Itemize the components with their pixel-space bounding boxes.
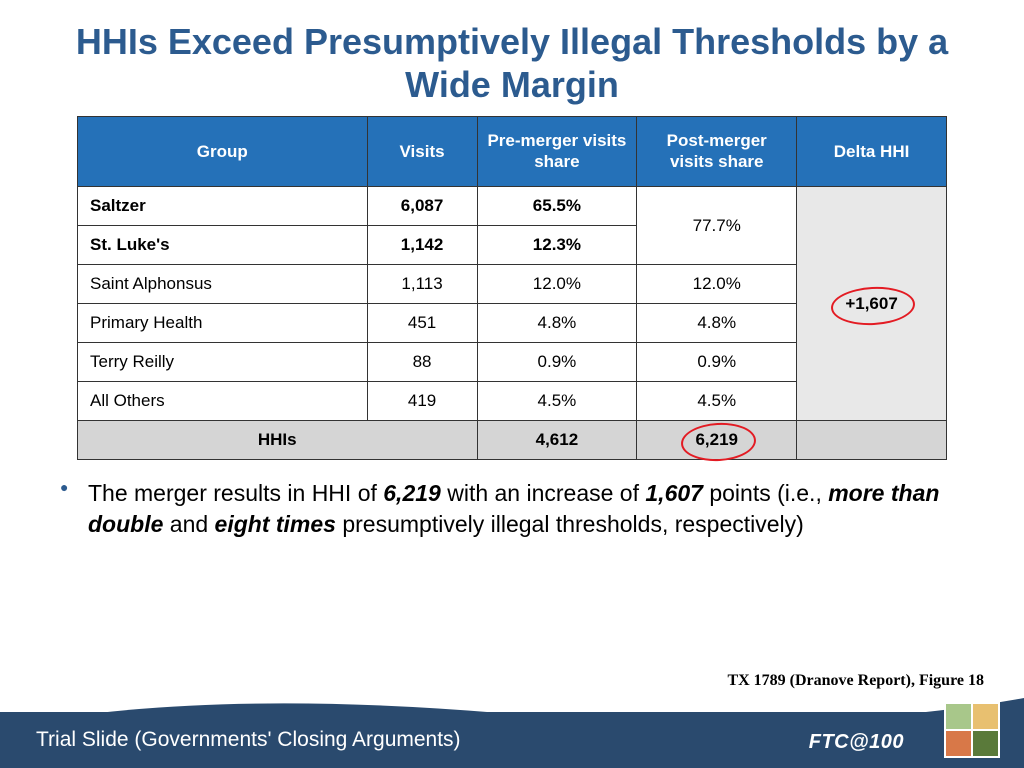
cell-group: All Others [78, 382, 368, 421]
delta-hhi-highlight: +1,607 [845, 294, 897, 314]
cell-pre: 4.8% [477, 304, 637, 343]
cell-post-merged: 77.7% [637, 187, 797, 265]
cell-group: Saltzer [78, 187, 368, 226]
cell-group: Saint Alphonsus [78, 265, 368, 304]
bullet-text: The merger results in HHI of [88, 480, 383, 506]
cell-delta-merged: +1,607 [797, 187, 947, 421]
corner-quad-icon [944, 702, 1000, 758]
cell-group: Primary Health [78, 304, 368, 343]
cell-post: 4.5% [637, 382, 797, 421]
cell-pre: 65.5% [477, 187, 637, 226]
cell-visits: 88 [367, 343, 477, 382]
cell-pre: 12.0% [477, 265, 637, 304]
cell-post: 12.0% [637, 265, 797, 304]
hhi-table: Group Visits Pre-merger visits share Pos… [77, 116, 947, 460]
footer-text: Trial Slide (Governments' Closing Argume… [36, 728, 461, 752]
cell-visits: 419 [367, 382, 477, 421]
bullet-item: The merger results in HHI of 6,219 with … [60, 478, 974, 540]
cell-visits: 1,113 [367, 265, 477, 304]
cell-visits: 6,087 [367, 187, 477, 226]
cell-pre: 12.3% [477, 226, 637, 265]
cell-pre: 0.9% [477, 343, 637, 382]
col-header-delta: Delta HHI [797, 117, 947, 187]
ftc-logo-text: FTC@100 [809, 731, 904, 754]
table-header-row: Group Visits Pre-merger visits share Pos… [78, 117, 947, 187]
cell-visits: 451 [367, 304, 477, 343]
cell-post: 0.9% [637, 343, 797, 382]
col-header-visits: Visits [367, 117, 477, 187]
hhi-table-container: Group Visits Pre-merger visits share Pos… [77, 116, 947, 460]
bullet-bold: 6,219 [383, 480, 441, 506]
cell-group: St. Luke's [78, 226, 368, 265]
col-header-pre: Pre-merger visits share [477, 117, 637, 187]
summary-pre: 4,612 [477, 421, 637, 460]
bullet-bold: 1,607 [645, 480, 703, 506]
cell-visits: 1,142 [367, 226, 477, 265]
cell-group: Terry Reilly [78, 343, 368, 382]
bullet-list: The merger results in HHI of 6,219 with … [0, 460, 1024, 540]
bullet-text: with an increase of [441, 480, 646, 506]
cell-post: 4.8% [637, 304, 797, 343]
post-hhi-highlight: 6,219 [695, 430, 738, 450]
bullet-text: points (i.e., [703, 480, 828, 506]
bullet-text: presumptively illegal thresholds, respec… [336, 511, 804, 537]
bullet-bold: eight times [215, 511, 336, 537]
col-header-post: Post-merger visits share [637, 117, 797, 187]
table-summary-row: HHIs 4,612 6,219 [78, 421, 947, 460]
bullet-text: and [163, 511, 214, 537]
table-row: Saltzer 6,087 65.5% 77.7% +1,607 [78, 187, 947, 226]
summary-label: HHIs [78, 421, 478, 460]
slide-title: HHIs Exceed Presumptively Illegal Thresh… [0, 0, 1024, 116]
summary-post: 6,219 [637, 421, 797, 460]
cell-pre: 4.5% [477, 382, 637, 421]
summary-delta-empty [797, 421, 947, 460]
citation-text: TX 1789 (Dranove Report), Figure 18 [727, 672, 984, 690]
col-header-group: Group [78, 117, 368, 187]
